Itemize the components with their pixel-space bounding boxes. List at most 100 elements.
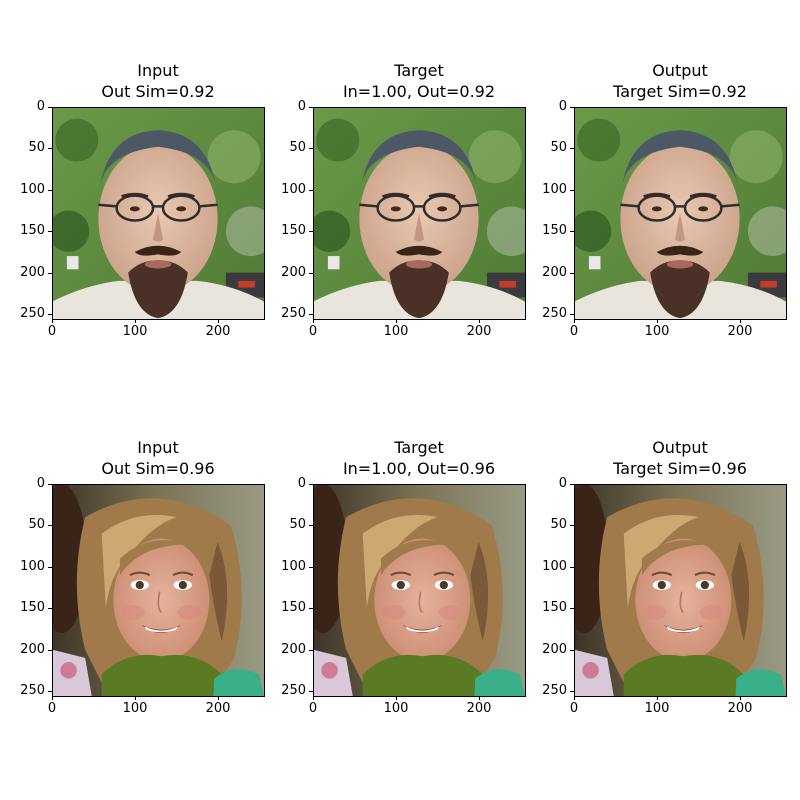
- x-tick-mark: [657, 319, 658, 323]
- x-tick-mark: [479, 696, 480, 700]
- y-tick-label: 150: [542, 223, 567, 238]
- y-tick-mark: [570, 231, 574, 232]
- y-tick-label: 50: [550, 517, 567, 532]
- y-tick-mark: [48, 190, 52, 191]
- y-tick-mark: [309, 231, 313, 232]
- y-tick-label: 150: [20, 600, 45, 615]
- y-tick-label: 50: [28, 517, 45, 532]
- y-tick-label: 100: [20, 559, 45, 574]
- panel-title-line1: Target: [394, 438, 444, 457]
- y-tick-label: 150: [281, 223, 306, 238]
- y-tick-mark: [570, 567, 574, 568]
- man-face-photo: [52, 107, 264, 319]
- image-panel-target: [313, 484, 526, 697]
- x-tick-label: 0: [308, 701, 318, 716]
- y-tick-mark: [309, 608, 313, 609]
- x-tick-label: 0: [569, 701, 579, 716]
- x-tick-label: 200: [466, 324, 492, 339]
- x-tick-mark: [574, 319, 575, 323]
- x-tick-label: 100: [122, 324, 148, 339]
- y-tick-label: 200: [542, 265, 567, 280]
- panel-title: Target In=1.00, Out=0.92: [269, 61, 569, 102]
- man-face-photo: [313, 107, 525, 319]
- y-tick-label: 250: [281, 683, 306, 698]
- y-tick-label: 250: [20, 683, 45, 698]
- y-tick-mark: [48, 107, 52, 108]
- image-panel-input: [52, 484, 265, 697]
- x-tick-label: 0: [308, 324, 318, 339]
- panel-title-line2: Out Sim=0.92: [101, 81, 215, 101]
- panel-title: Input Out Sim=0.96: [8, 438, 308, 479]
- x-tick-label: 200: [466, 701, 492, 716]
- y-tick-label: 250: [20, 306, 45, 321]
- panel-title-line1: Output: [652, 438, 708, 457]
- y-tick-label: 250: [542, 683, 567, 698]
- y-tick-label: 200: [20, 265, 45, 280]
- y-tick-label: 150: [281, 600, 306, 615]
- y-tick-mark: [309, 567, 313, 568]
- y-tick-mark: [570, 148, 574, 149]
- panel-title-line1: Input: [137, 438, 179, 457]
- y-tick-mark: [570, 273, 574, 274]
- x-tick-label: 100: [383, 701, 409, 716]
- x-tick-label: 0: [47, 324, 57, 339]
- panel-title-line2: Target Sim=0.96: [613, 458, 747, 478]
- y-tick-label: 50: [289, 517, 306, 532]
- panel-title: Output Target Sim=0.92: [530, 61, 800, 102]
- y-tick-label: 50: [289, 140, 306, 155]
- x-tick-mark: [657, 696, 658, 700]
- panel-title: Input Out Sim=0.92: [8, 61, 308, 102]
- y-tick-mark: [48, 650, 52, 651]
- y-tick-mark: [48, 148, 52, 149]
- panel-title-line2: In=1.00, Out=0.92: [342, 81, 496, 101]
- y-tick-label: 200: [281, 265, 306, 280]
- y-tick-mark: [48, 608, 52, 609]
- x-tick-mark: [740, 319, 741, 323]
- panel-title: Target In=1.00, Out=0.96: [269, 438, 569, 479]
- panel-title-line1: Output: [652, 61, 708, 80]
- y-tick-mark: [48, 567, 52, 568]
- y-tick-label: 50: [28, 140, 45, 155]
- panel-title-line2: Out Sim=0.96: [101, 458, 215, 478]
- image-panel-output: [574, 107, 787, 320]
- y-tick-mark: [48, 314, 52, 315]
- y-tick-mark: [570, 484, 574, 485]
- y-tick-mark: [309, 314, 313, 315]
- image-panel-input: [52, 107, 265, 320]
- y-tick-label: 150: [542, 600, 567, 615]
- x-tick-label: 100: [644, 701, 670, 716]
- x-tick-mark: [396, 696, 397, 700]
- x-tick-mark: [218, 696, 219, 700]
- x-tick-label: 200: [205, 701, 231, 716]
- y-tick-mark: [309, 273, 313, 274]
- y-tick-mark: [309, 148, 313, 149]
- y-tick-label: 250: [542, 306, 567, 321]
- y-tick-mark: [48, 484, 52, 485]
- x-tick-mark: [218, 319, 219, 323]
- y-tick-label: 200: [281, 642, 306, 657]
- y-tick-label: 0: [558, 476, 567, 491]
- panel-title: Output Target Sim=0.96: [530, 438, 800, 479]
- panel-title-line2: In=1.00, Out=0.96: [342, 458, 496, 478]
- x-tick-label: 100: [122, 701, 148, 716]
- x-tick-label: 100: [383, 324, 409, 339]
- x-tick-mark: [313, 319, 314, 323]
- y-tick-label: 100: [281, 559, 306, 574]
- y-tick-mark: [570, 190, 574, 191]
- y-tick-label: 0: [297, 99, 306, 114]
- x-tick-label: 0: [47, 701, 57, 716]
- panel-title-line1: Target: [394, 61, 444, 80]
- girl-face-photo: [313, 484, 525, 696]
- y-tick-label: 50: [550, 140, 567, 155]
- y-tick-label: 0: [36, 99, 45, 114]
- y-tick-mark: [309, 484, 313, 485]
- x-tick-mark: [574, 696, 575, 700]
- y-tick-mark: [309, 650, 313, 651]
- x-tick-mark: [52, 696, 53, 700]
- x-tick-mark: [135, 696, 136, 700]
- y-tick-mark: [570, 650, 574, 651]
- y-tick-label: 150: [20, 223, 45, 238]
- x-tick-mark: [479, 319, 480, 323]
- man-face-photo: [574, 107, 786, 319]
- y-tick-mark: [570, 691, 574, 692]
